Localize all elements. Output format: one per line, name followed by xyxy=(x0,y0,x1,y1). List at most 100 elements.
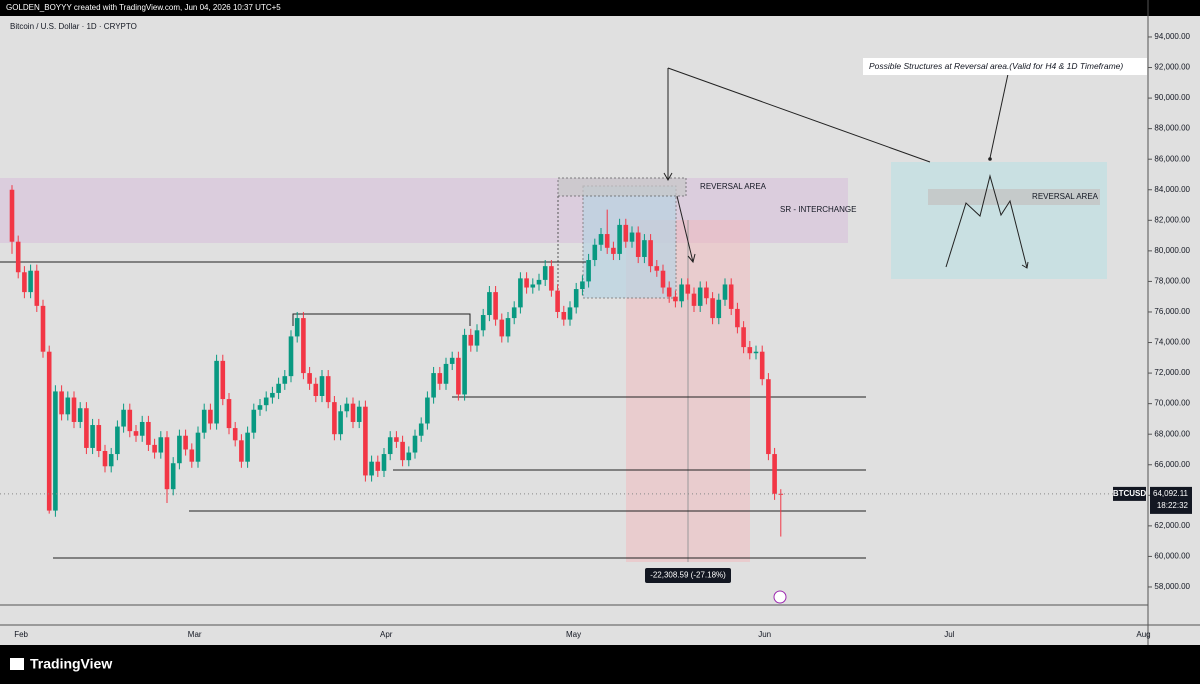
x-tick-label: Feb xyxy=(14,630,28,639)
y-tick-label: 94,000.00 xyxy=(1154,32,1190,41)
candle-body xyxy=(567,307,573,320)
y-tick-label: 92,000.00 xyxy=(1154,63,1190,72)
candle-body xyxy=(40,305,46,352)
y-tick-label: 78,000.00 xyxy=(1154,277,1190,286)
candle-body xyxy=(536,279,542,285)
candle-body xyxy=(722,284,728,300)
candle-body xyxy=(654,266,660,271)
candle-body xyxy=(350,403,356,422)
sketch-zone xyxy=(891,162,1107,279)
footer-bar xyxy=(0,645,1200,684)
candle-body xyxy=(766,379,771,455)
arrow-head xyxy=(687,253,696,264)
candle-body xyxy=(102,451,108,467)
drawings: Possible Structures at Reversal area.(Va… xyxy=(0,58,1147,604)
candle-body xyxy=(232,428,238,441)
y-tick-label: 70,000.00 xyxy=(1154,399,1190,408)
candle-body xyxy=(549,266,554,291)
candle-body xyxy=(34,270,40,306)
candle-body xyxy=(474,330,480,346)
candle-body xyxy=(611,247,616,254)
arrow-line xyxy=(667,67,931,163)
candle-body xyxy=(183,435,188,450)
candle-body xyxy=(530,284,536,288)
y-tick-label: 72,000.00 xyxy=(1154,368,1190,377)
candle-body xyxy=(425,397,430,424)
reversal-box xyxy=(557,177,687,197)
arrow-head xyxy=(663,172,673,182)
candle-body xyxy=(561,311,567,320)
y-tick-label: 62,000.00 xyxy=(1154,521,1190,530)
candle-body xyxy=(189,449,195,462)
candle-body xyxy=(437,373,443,384)
candle-body xyxy=(604,234,610,248)
candle-body xyxy=(369,461,374,476)
candle-body xyxy=(133,431,139,436)
y-tick-label: 60,000.00 xyxy=(1154,552,1190,561)
candle-body xyxy=(555,290,560,312)
candle-body xyxy=(418,423,424,436)
candle-body xyxy=(90,425,95,448)
candle-body xyxy=(462,334,467,395)
candle-body xyxy=(456,357,461,395)
callout-dot xyxy=(988,157,992,161)
candle-body xyxy=(679,284,684,302)
blue-zone xyxy=(582,185,677,299)
candle-body xyxy=(685,284,691,294)
candle-body xyxy=(617,224,622,254)
candle-body xyxy=(195,432,201,462)
candle-body xyxy=(77,408,83,422)
candle-body xyxy=(747,347,753,354)
candle-body xyxy=(592,244,598,261)
candle-body xyxy=(524,278,529,288)
candle-body xyxy=(208,409,213,424)
candle-body xyxy=(505,318,511,337)
candle-body xyxy=(381,454,387,471)
candle-body xyxy=(772,454,777,494)
candle-body xyxy=(152,444,157,453)
y-tick-label: 66,000.00 xyxy=(1154,460,1190,469)
candle-body xyxy=(499,319,505,337)
arrow-head xyxy=(1021,261,1029,269)
candle-body xyxy=(270,392,275,398)
candle-body xyxy=(22,272,27,293)
y-tick-label: 90,000.00 xyxy=(1154,93,1190,102)
candle-body xyxy=(542,266,548,280)
candle-body xyxy=(9,189,15,242)
candle-body xyxy=(673,296,678,302)
chart-title: Bitcoin / U.S. Dollar · 1D · CRYPTO xyxy=(10,22,137,31)
candle-body xyxy=(15,241,21,273)
candle-body xyxy=(177,435,182,464)
candle-body xyxy=(121,409,126,427)
annotation: REVERSAL AREA xyxy=(1032,192,1099,201)
candle-body xyxy=(635,232,641,257)
candle-body xyxy=(598,234,604,245)
x-tick-label: Jun xyxy=(758,630,771,639)
candle-body xyxy=(363,406,368,476)
candle-body xyxy=(127,409,133,432)
candle-body xyxy=(28,270,33,293)
last-price-label: 64,092.11 xyxy=(1153,489,1189,498)
candle-body xyxy=(487,292,492,316)
candle-body xyxy=(158,437,164,453)
candle-body xyxy=(146,421,151,445)
candle-body xyxy=(344,403,350,412)
candle-body xyxy=(214,360,219,424)
candle-body xyxy=(394,437,399,442)
candle-body xyxy=(356,406,362,422)
arrow-line xyxy=(676,195,694,263)
candle-body xyxy=(276,383,281,393)
candle-body xyxy=(443,363,449,384)
header: GOLDEN_BOYYY created with TradingView.co… xyxy=(6,3,281,12)
candle-body xyxy=(96,425,102,451)
candle-body xyxy=(170,463,176,490)
candle-body xyxy=(449,357,455,364)
callout-line xyxy=(989,73,1009,159)
callout-box xyxy=(863,58,1147,75)
callout-text: Possible Structures at Reversal area.(Va… xyxy=(869,61,1123,71)
y-tick-label: 74,000.00 xyxy=(1154,338,1190,347)
measure-label: -22,308.59 (-27.18%) xyxy=(650,571,726,580)
candle-body xyxy=(716,299,722,319)
candle-body xyxy=(257,405,263,410)
y-tick-label: 82,000.00 xyxy=(1154,215,1190,224)
